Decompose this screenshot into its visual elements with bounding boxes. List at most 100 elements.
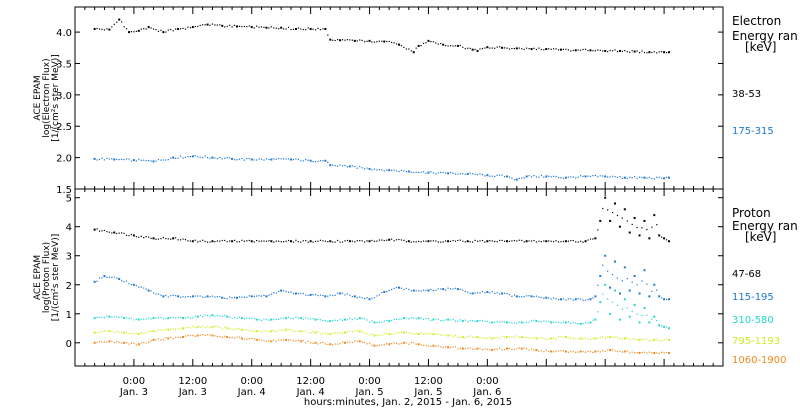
data-point xyxy=(518,336,520,338)
data-point xyxy=(219,335,221,338)
data-point xyxy=(135,318,137,320)
data-point xyxy=(285,28,287,30)
data-point xyxy=(270,330,273,333)
data-point xyxy=(515,47,518,50)
data-point xyxy=(386,239,388,241)
data-point xyxy=(420,332,422,334)
data-point xyxy=(165,159,167,161)
data-point xyxy=(305,29,307,31)
x-date-label: Jan. 5 xyxy=(354,387,383,398)
data-point xyxy=(113,276,115,278)
data-point xyxy=(530,337,533,339)
data-point xyxy=(663,298,666,301)
data-point xyxy=(494,337,496,339)
data-point xyxy=(663,51,666,54)
data-point xyxy=(410,241,412,243)
data-point xyxy=(553,48,555,50)
data-point xyxy=(231,157,234,160)
data-point xyxy=(663,339,665,341)
data-point xyxy=(140,159,142,161)
legend-entry: 38-53 xyxy=(732,89,761,100)
data-point xyxy=(299,330,302,333)
data-point xyxy=(395,286,398,289)
data-point xyxy=(413,172,415,174)
data-point xyxy=(523,296,525,298)
data-point xyxy=(263,26,265,28)
data-point xyxy=(472,348,474,350)
data-point xyxy=(125,280,128,282)
data-point xyxy=(479,292,481,294)
data-point xyxy=(653,338,656,341)
data-point xyxy=(221,24,224,27)
data-point xyxy=(285,317,288,320)
data-point xyxy=(481,349,484,351)
data-point xyxy=(400,343,403,345)
data-point xyxy=(243,338,245,340)
data-point xyxy=(594,50,596,52)
data-point xyxy=(250,240,253,243)
data-point xyxy=(202,334,204,336)
data-point xyxy=(560,335,562,338)
data-point xyxy=(656,176,658,178)
data-point xyxy=(609,312,612,315)
data-point xyxy=(116,340,118,343)
data-point xyxy=(506,47,508,49)
data-point xyxy=(177,336,179,338)
data-point xyxy=(187,26,189,28)
data-point xyxy=(130,317,133,319)
data-point xyxy=(116,330,118,332)
data-point xyxy=(152,317,155,320)
data-point xyxy=(359,166,361,168)
data-point xyxy=(668,298,670,301)
data-point xyxy=(143,341,145,344)
data-point xyxy=(206,326,209,328)
data-point xyxy=(309,240,312,243)
data-point xyxy=(106,341,108,343)
x-tick-label: 0:00 xyxy=(358,376,380,387)
data-point xyxy=(594,237,597,240)
data-point xyxy=(165,328,167,330)
data-point xyxy=(219,315,221,317)
data-point xyxy=(268,240,270,242)
data-point xyxy=(447,172,450,175)
data-point xyxy=(658,51,660,53)
data-point xyxy=(516,240,518,242)
data-point xyxy=(236,328,238,330)
data-point xyxy=(295,239,297,241)
data-point xyxy=(346,166,349,168)
data-point xyxy=(132,283,135,286)
data-point xyxy=(177,295,180,298)
data-point xyxy=(437,318,439,320)
data-point xyxy=(113,231,116,234)
data-point xyxy=(224,157,226,159)
data-point xyxy=(491,47,493,49)
data-point xyxy=(408,343,410,345)
data-point xyxy=(526,47,528,49)
data-point xyxy=(137,343,140,346)
data-point xyxy=(602,175,604,177)
data-point xyxy=(648,51,651,54)
data-point xyxy=(435,173,437,175)
data-point xyxy=(557,350,560,352)
data-point xyxy=(621,217,623,219)
data-point xyxy=(648,351,650,353)
data-point xyxy=(543,176,545,178)
data-point xyxy=(618,292,621,295)
data-point xyxy=(356,296,358,299)
data-point xyxy=(123,232,125,235)
data-point xyxy=(575,338,577,340)
data-point xyxy=(405,48,407,50)
data-point xyxy=(616,336,619,338)
data-point xyxy=(543,320,545,322)
data-point xyxy=(422,42,425,44)
legend-title: Energy ran xyxy=(732,219,798,233)
data-point xyxy=(248,317,250,320)
data-point xyxy=(111,316,113,318)
data-point xyxy=(121,342,123,344)
data-point xyxy=(287,26,290,28)
data-point xyxy=(440,288,442,290)
data-point xyxy=(548,240,550,242)
data-point xyxy=(150,237,152,240)
data-point xyxy=(175,295,177,297)
data-point xyxy=(324,295,327,298)
